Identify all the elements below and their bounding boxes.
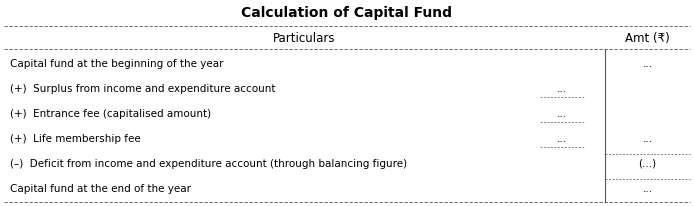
Text: Particulars: Particulars: [273, 32, 336, 44]
Text: (+)  Entrance fee (capitalised amount): (+) Entrance fee (capitalised amount): [10, 109, 211, 119]
Text: ...: ...: [557, 134, 567, 144]
Text: ...: ...: [557, 109, 567, 119]
Text: Calculation of Capital Fund: Calculation of Capital Fund: [242, 6, 452, 20]
Text: (–)  Deficit from income and expenditure account (through balancing figure): (–) Deficit from income and expenditure …: [10, 159, 407, 169]
Text: Capital fund at the beginning of the year: Capital fund at the beginning of the yea…: [10, 59, 223, 69]
Text: ...: ...: [643, 184, 652, 194]
Text: Amt (₹): Amt (₹): [625, 32, 670, 44]
Text: (...): (...): [638, 159, 657, 169]
Text: ...: ...: [557, 84, 567, 94]
Text: Capital fund at the end of the year: Capital fund at the end of the year: [10, 184, 191, 194]
Text: ...: ...: [643, 134, 652, 144]
Text: (+)  Life membership fee: (+) Life membership fee: [10, 134, 141, 144]
Text: ...: ...: [643, 59, 652, 69]
Text: (+)  Surplus from income and expenditure account: (+) Surplus from income and expenditure …: [10, 84, 276, 94]
